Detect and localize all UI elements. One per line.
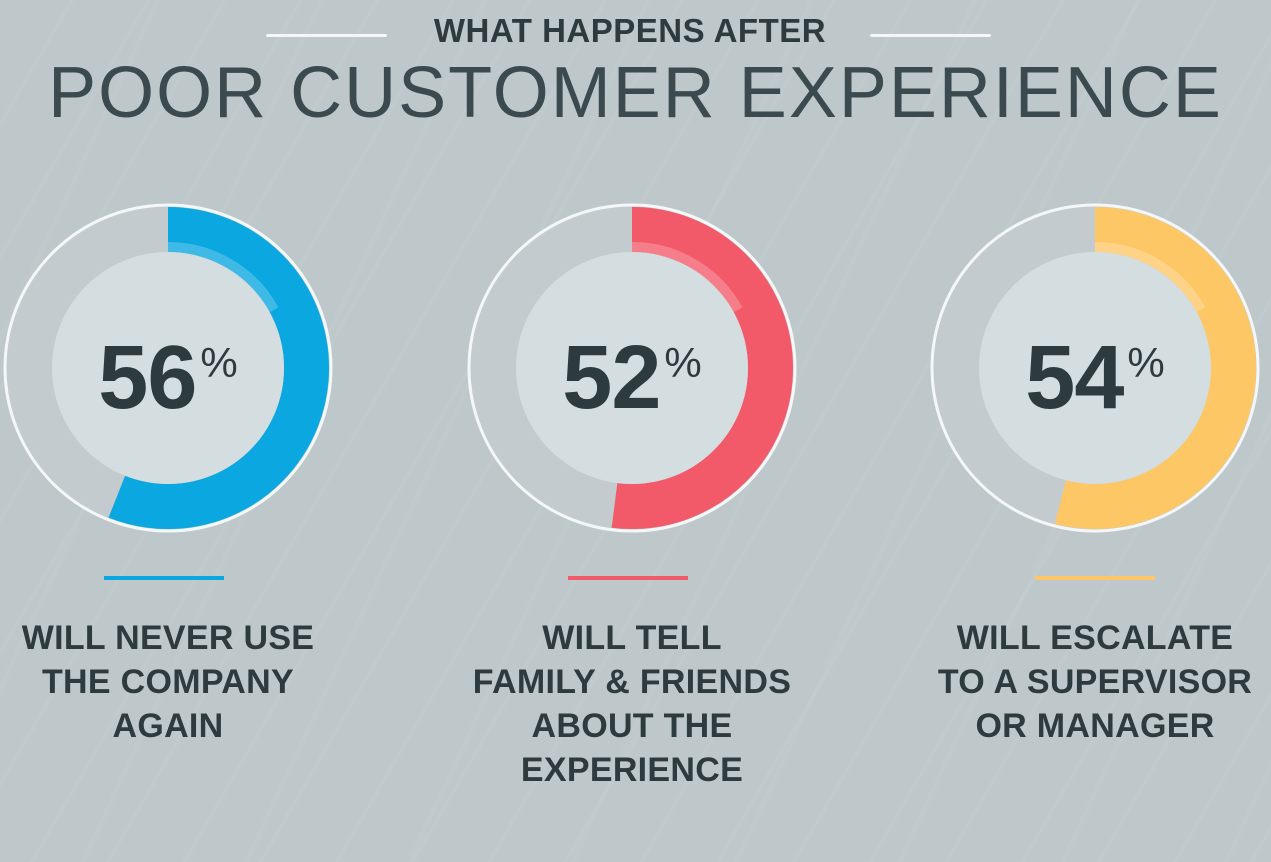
page-title: POOR CUSTOMER EXPERIENCE (48, 53, 1223, 133)
donut-arc (471, 207, 793, 529)
donut-chart: 54% (930, 203, 1260, 533)
donut-chart: 56% (3, 203, 333, 533)
stat-label-line: AGAIN (112, 707, 224, 745)
subtitle: WHAT HAPPENS AFTER (433, 12, 827, 49)
stat-label-line: OR MANAGER (975, 707, 1215, 745)
stat-value-number: 56 (98, 328, 197, 428)
accent-bar (1035, 576, 1155, 580)
stat-label-line: THE COMPANY (41, 663, 294, 701)
stat-value: 56% (3, 333, 333, 423)
stat-tell-family-friends: 52% WILL TELL FAMILY & FRIENDS ABOUT THE… (402, 0, 862, 862)
subtitle-row: WHAT HAPPENS AFTER (0, 8, 1271, 52)
percent-sign: % (200, 339, 238, 386)
donut-arc (7, 207, 329, 529)
stat-label: WILL TELL FAMILY & FRIENDS ABOUT THE EXP… (402, 616, 862, 792)
donut-arc-highlight (969, 242, 1221, 494)
stat-value: 54% (930, 333, 1260, 423)
accent-bar (568, 576, 688, 580)
accent-bar (104, 576, 224, 580)
percent-sign: % (664, 339, 702, 386)
stat-escalate-supervisor: 54% WILL ESCALATE TO A SUPERVISOR OR MAN… (865, 0, 1271, 862)
stat-label-line: WILL NEVER USE (21, 619, 315, 657)
stat-label-line: TO A SUPERVISOR (937, 663, 1253, 701)
stat-value: 52% (467, 333, 797, 423)
stat-label: WILL NEVER USE THE COMPANY AGAIN (0, 616, 398, 748)
donut-arc (934, 207, 1256, 529)
donut-inner (979, 252, 1211, 484)
donut-arc-highlight (42, 242, 294, 494)
donut-inner (516, 252, 748, 484)
percent-sign: % (1127, 339, 1165, 386)
decorative-line-right (870, 34, 991, 37)
donut-arc-highlight (506, 242, 758, 494)
stat-label-line: WILL ESCALATE (956, 619, 1234, 657)
stat-never-use-again: 56% WILL NEVER USE THE COMPANY AGAIN (0, 0, 398, 862)
decorative-line-left (266, 34, 387, 37)
stat-value-number: 52 (562, 328, 661, 428)
donut-inner (52, 252, 284, 484)
stat-label: WILL ESCALATE TO A SUPERVISOR OR MANAGER (865, 616, 1271, 748)
stat-label-line: EXPERIENCE (520, 751, 744, 789)
stat-label-line: WILL TELL (542, 619, 722, 657)
stat-value-number: 54 (1025, 328, 1124, 428)
stat-label-line: ABOUT THE (531, 707, 733, 745)
donut-chart: 52% (467, 203, 797, 533)
stat-label-line: FAMILY & FRIENDS (472, 663, 792, 701)
